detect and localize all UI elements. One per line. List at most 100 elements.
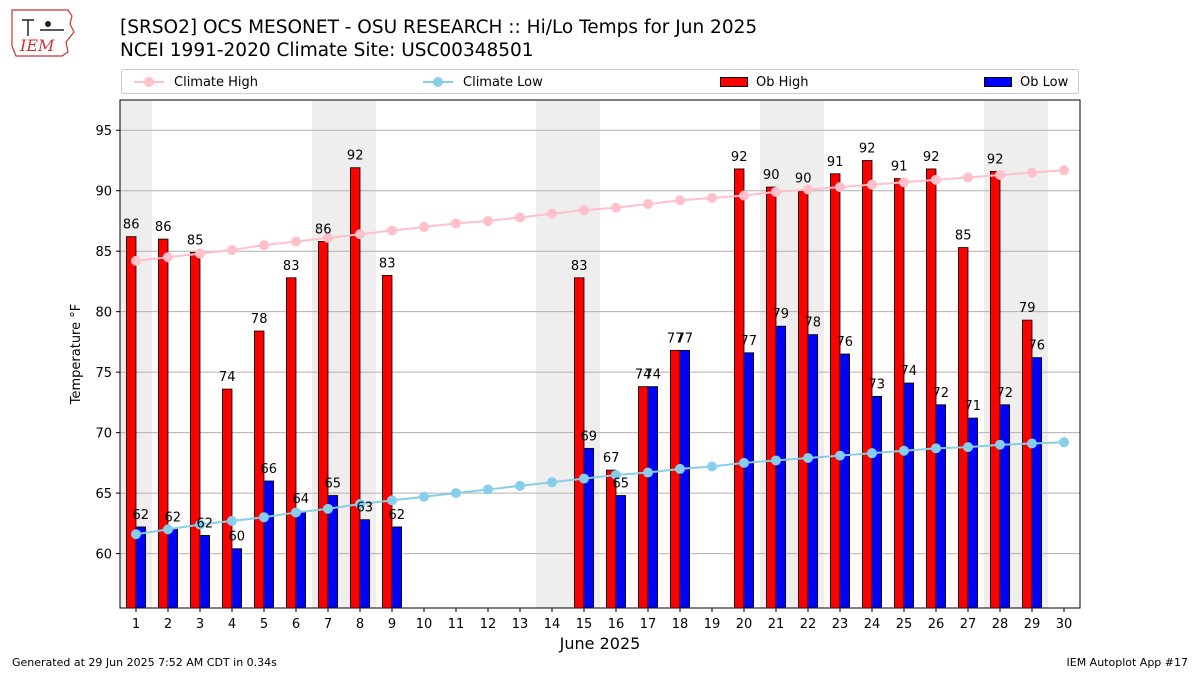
- x-tick-label: 17: [640, 617, 657, 632]
- bar-ob-low: [359, 519, 371, 609]
- x-tick-label: 21: [768, 617, 785, 632]
- climate-low-point: [195, 519, 205, 530]
- climate-high-point: [995, 169, 1005, 180]
- x-tick-label: 30: [1056, 617, 1073, 632]
- climate-low-point: [451, 488, 461, 499]
- data-label-ob-low: 65: [613, 477, 630, 492]
- x-tick-label: 19: [704, 617, 721, 632]
- data-label-ob-high: 91: [891, 160, 908, 175]
- data-label-ob-low: 63: [357, 501, 374, 516]
- data-label-ob-low: 60: [229, 530, 246, 545]
- climate-high-point: [355, 229, 365, 240]
- x-tick-label: 29: [1024, 617, 1041, 632]
- legend-item-climate-high: Climate High: [134, 73, 258, 91]
- x-tick-label: 25: [896, 617, 913, 632]
- x-tick-label: 28: [992, 617, 1009, 632]
- climate-low-point: [771, 455, 781, 466]
- x-tick-label: 7: [324, 617, 332, 632]
- bar-ob-low: [199, 535, 211, 609]
- climate-high-point: [707, 192, 717, 203]
- climate-low-point: [291, 507, 301, 518]
- chart-title: [SRSO2] OCS MESONET - OSU RESEARCH :: Hi…: [120, 17, 758, 38]
- x-tick-label: 23: [832, 617, 849, 632]
- climate-high-point: [547, 208, 557, 219]
- legend-item-ob-high: Ob High: [720, 73, 809, 91]
- climate-high-point: [195, 248, 205, 259]
- data-label-ob-low: 72: [933, 386, 950, 401]
- x-tick-label: 4: [228, 617, 236, 632]
- bar-ob-high: [894, 178, 905, 609]
- y-tick-label: 95: [95, 124, 112, 139]
- climate-low-point: [387, 495, 397, 506]
- plot-frame: [119, 99, 1081, 609]
- bar-ob-low: [871, 395, 883, 609]
- climate-low-point: [643, 467, 653, 478]
- legend-label-climate-high: Climate High: [174, 74, 259, 90]
- data-label-ob-high: 86: [315, 223, 332, 238]
- climate-low-point: [483, 484, 493, 495]
- x-tick-label: 11: [448, 617, 465, 632]
- climate-high-point: [931, 174, 941, 185]
- climate-high-point: [515, 212, 525, 223]
- x-tick-label: 5: [260, 617, 268, 632]
- data-label-ob-low: 62: [165, 510, 182, 525]
- data-label-ob-low: 62: [389, 508, 406, 523]
- climate-low-line: [135, 441, 1065, 536]
- bar-ob-high: [126, 236, 137, 609]
- data-label-ob-low: 64: [293, 492, 310, 507]
- data-label-ob-high: 77: [667, 331, 684, 346]
- climate-low-point: [835, 450, 845, 461]
- iem-logo: IEM: [8, 6, 80, 58]
- legend-label-ob-low: Ob Low: [1020, 74, 1069, 90]
- x-axis-label: June 2025: [559, 634, 641, 653]
- climate-high-point: [579, 205, 589, 216]
- climate-low-point: [995, 439, 1005, 450]
- climate-low-point: [707, 461, 717, 472]
- x-tick-label: 6: [292, 617, 300, 632]
- y-axis-label: Temperature °F: [69, 304, 84, 405]
- climate-low-point: [867, 448, 877, 459]
- data-label-ob-high: 90: [795, 172, 812, 187]
- x-tick-label: 22: [800, 617, 817, 632]
- data-label-ob-high: 92: [731, 150, 748, 165]
- climate-high-point: [675, 195, 685, 206]
- x-tick-label: 13: [512, 617, 529, 632]
- legend-label-climate-low: Climate Low: [463, 74, 543, 90]
- x-tick-label: 16: [608, 617, 625, 632]
- climate-low-point: [611, 469, 621, 480]
- climate-high-point: [387, 225, 397, 236]
- data-label-ob-low: 76: [1029, 339, 1046, 354]
- svg-text:IEM: IEM: [19, 36, 55, 55]
- bar-ob-low: [935, 404, 947, 609]
- climate-high-point: [867, 179, 877, 190]
- data-label-ob-high: 67: [603, 451, 620, 466]
- data-label-ob-low: 71: [965, 399, 982, 414]
- y-tick-label: 75: [95, 366, 112, 381]
- data-label-ob-high: 92: [347, 149, 364, 164]
- y-tick-label: 80: [95, 306, 112, 321]
- data-label-ob-low: 69: [581, 429, 598, 444]
- climate-low-point: [323, 503, 333, 514]
- climate-low-point: [259, 512, 269, 523]
- data-label-ob-high: 83: [379, 256, 396, 271]
- climate-high-point: [227, 244, 237, 255]
- climate-low-point: [163, 524, 173, 535]
- bar-ob-low: [679, 349, 691, 609]
- data-label-ob-high: 85: [187, 233, 204, 248]
- x-tick-label: 18: [672, 617, 689, 632]
- climate-low-point: [227, 515, 237, 526]
- bar-ob-low: [647, 386, 659, 609]
- data-label-ob-high: 85: [955, 229, 972, 244]
- chart-legend: Climate High Climate Low Ob High Ob Low: [121, 69, 1079, 94]
- x-tick-label: 15: [576, 617, 593, 632]
- data-label-ob-high: 86: [155, 220, 172, 235]
- data-label-ob-low: 66: [261, 462, 278, 477]
- climate-low-point: [675, 463, 685, 474]
- climate-high-line: [135, 169, 1065, 262]
- data-label-ob-low: 72: [997, 386, 1014, 401]
- x-tick-label: 3: [196, 617, 204, 632]
- bar-ob-high: [734, 168, 745, 609]
- bar-ob-high: [285, 277, 297, 609]
- climate-low-point: [419, 491, 429, 502]
